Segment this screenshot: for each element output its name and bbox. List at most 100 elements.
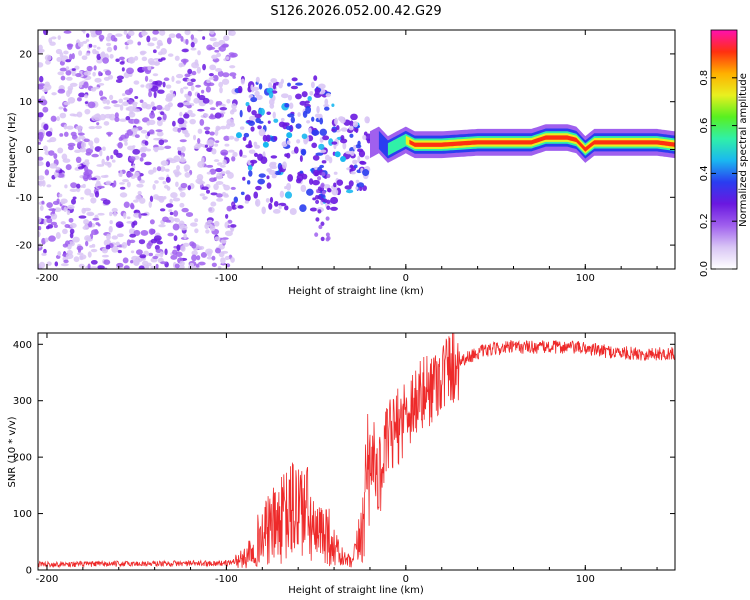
spectrogram-signal-blob bbox=[301, 133, 308, 140]
spectrogram-noise-blob bbox=[113, 44, 118, 51]
spectrogram-signal-blob bbox=[311, 129, 320, 136]
spectrogram-noise-blob bbox=[72, 196, 77, 200]
spectrogram-noise-blob bbox=[229, 72, 237, 77]
spectrogram-noise-blob bbox=[156, 39, 163, 47]
spectrogram-noise-blob bbox=[154, 180, 159, 184]
colorbar-tick-label: 0.0 bbox=[699, 261, 710, 277]
spectrogram-signal-blob bbox=[284, 153, 289, 158]
snr-series-line bbox=[38, 333, 675, 569]
spectrogram-noise-blob bbox=[109, 220, 113, 225]
spectrogram-signal-blob bbox=[299, 100, 307, 106]
spectrogram-noise-blob bbox=[92, 71, 96, 77]
spectrogram-noise-blob bbox=[84, 108, 91, 115]
spectrogram-signal-blob bbox=[318, 224, 323, 230]
spectrogram-noise-blob bbox=[223, 184, 231, 191]
snr-y-tick-label: 100 bbox=[13, 509, 32, 520]
spectrogram-signal-blob bbox=[315, 152, 324, 156]
spectrogram-noise-blob bbox=[99, 52, 106, 59]
spectrogram-signal-blob bbox=[253, 191, 259, 199]
spectrogram-noise-blob bbox=[228, 135, 235, 140]
spectrogram-signal-blob bbox=[237, 85, 243, 94]
spectrogram-noise-blob bbox=[206, 79, 211, 84]
spectrogram-noise-blob bbox=[187, 68, 193, 75]
spectrogram-y-tick-label: -10 bbox=[16, 193, 32, 204]
spectrogram-noise-blob bbox=[84, 94, 89, 99]
spectrogram-noise-blob bbox=[211, 255, 216, 261]
spectrogram-noise-blob bbox=[48, 235, 56, 242]
spectrogram-noise-blob bbox=[129, 110, 134, 115]
spectrogram-track-band bbox=[409, 135, 675, 152]
spectrogram-noise-blob bbox=[156, 166, 162, 172]
spectrogram-signal-blob bbox=[279, 190, 285, 198]
spectrogram-noise-blob bbox=[206, 82, 215, 87]
spectrogram-signal-blob bbox=[324, 154, 331, 161]
spectrogram-noise-blob bbox=[38, 161, 44, 167]
spectrogram-noise-blob bbox=[218, 81, 224, 88]
spectrogram-signal-blob bbox=[326, 235, 331, 241]
spectrogram-noise-blob bbox=[98, 90, 104, 97]
snr-y-tick-label: 0 bbox=[26, 566, 32, 577]
spectrogram-noise-blob bbox=[219, 107, 228, 111]
spectrogram-noise-blob bbox=[228, 31, 232, 36]
spectrogram-noise-blob bbox=[174, 171, 180, 178]
spectrogram-signal-blob bbox=[273, 200, 279, 207]
spectrogram-noise-blob bbox=[60, 75, 66, 81]
spectrogram-noise-blob bbox=[190, 47, 197, 51]
spectrogram-x-tick-label: -100 bbox=[215, 273, 238, 284]
spectrogram-signal-blob bbox=[307, 95, 312, 102]
spectrogram-signal-blob bbox=[265, 134, 271, 142]
spectrogram-noise-blob bbox=[205, 229, 210, 234]
colorbar-tick-label: 0.8 bbox=[699, 70, 710, 86]
spectrogram-noise-blob bbox=[76, 245, 84, 251]
spectrogram-noise-blob bbox=[156, 146, 165, 151]
spectrogram-noise-blob bbox=[83, 138, 90, 143]
spectrogram-noise-blob bbox=[83, 81, 89, 89]
spectrogram-noise-blob bbox=[230, 52, 238, 58]
spectrogram-signal-blob bbox=[248, 115, 256, 121]
spectrogram-noise-blob bbox=[93, 44, 97, 48]
spectrogram-noise-blob bbox=[222, 72, 230, 78]
spectrogram-noise-blob bbox=[190, 78, 196, 83]
spectrogram-noise-blob bbox=[123, 212, 127, 219]
spectrogram-noise-blob bbox=[209, 37, 217, 42]
spectrogram-noise-blob bbox=[78, 135, 86, 140]
spectrogram-noise-blob bbox=[146, 120, 151, 126]
spectrogram-noise-blob bbox=[217, 70, 224, 77]
snr-x-tick-label: -200 bbox=[36, 574, 59, 585]
spectrogram-noise-blob bbox=[45, 161, 51, 168]
spectrogram-signal-blob bbox=[357, 155, 361, 163]
spectrogram-noise-blob bbox=[57, 250, 62, 257]
spectrogram-signal-blob bbox=[350, 113, 358, 121]
spectrogram-noise-blob bbox=[81, 55, 88, 61]
spectrogram-noise-blob bbox=[79, 255, 84, 261]
spectrogram-noise-blob bbox=[115, 241, 120, 246]
spectrogram-signal-blob bbox=[253, 152, 259, 157]
spectrogram-signal-blob bbox=[318, 143, 325, 150]
spectrogram-noise-blob bbox=[156, 240, 163, 245]
spectrogram-noise-blob bbox=[90, 197, 97, 204]
spectrogram-noise-blob bbox=[132, 145, 136, 148]
spectrogram-noise-blob bbox=[68, 53, 73, 61]
spectrogram-signal-blob bbox=[317, 209, 322, 214]
spectrogram-noise-blob bbox=[88, 140, 94, 147]
spectrogram-peak-blob bbox=[286, 132, 293, 139]
spectrogram-noise-blob bbox=[118, 137, 123, 141]
spectrogram-noise-blob bbox=[144, 140, 149, 146]
spectrogram-signal-blob bbox=[289, 208, 297, 216]
spectrogram-noise-blob bbox=[231, 103, 237, 110]
spectrogram-signal-blob bbox=[285, 125, 293, 131]
spectrogram-noise-blob bbox=[179, 139, 187, 143]
spectrogram-noise-blob bbox=[97, 71, 102, 77]
spectrogram-noise-blob bbox=[125, 116, 131, 121]
spectrogram-noise-blob bbox=[116, 75, 124, 80]
spectrogram-noise-blob bbox=[214, 140, 220, 144]
spectrogram-noise-blob bbox=[88, 126, 96, 130]
spectrogram-noise-blob bbox=[192, 134, 197, 141]
spectrogram-noise-blob bbox=[71, 68, 76, 71]
spectrogram-noise-blob bbox=[63, 30, 72, 34]
spectrogram-noise-blob bbox=[76, 252, 84, 256]
spectrogram-signal-blob bbox=[309, 207, 318, 212]
spectrogram-noise-blob bbox=[111, 183, 116, 188]
spectrogram-noise-blob bbox=[43, 123, 49, 131]
spectrogram-noise-blob bbox=[138, 212, 142, 219]
